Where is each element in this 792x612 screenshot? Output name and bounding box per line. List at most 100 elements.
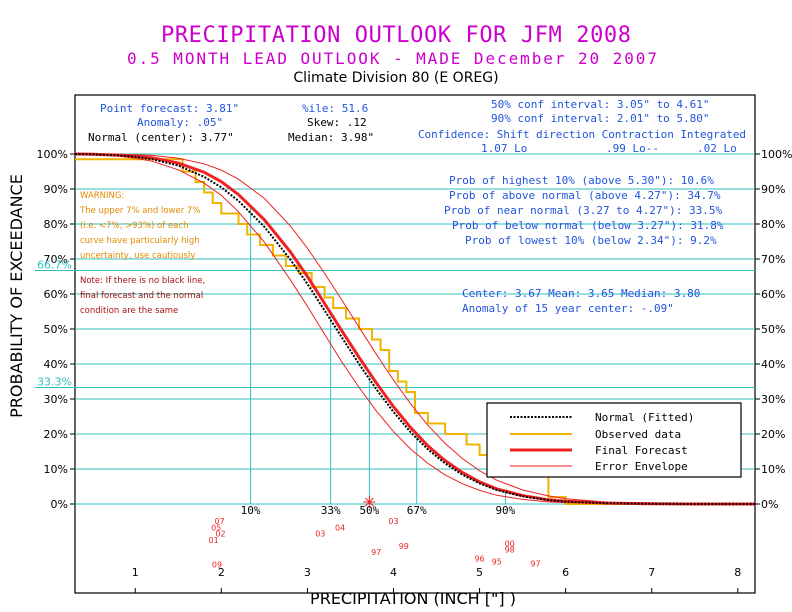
y-tick-label-right-30: 30% [761, 393, 785, 406]
contraction-value: .99 Lo-- [606, 142, 659, 155]
warning-line-4: uncertainty, use cautiously [80, 251, 195, 261]
prob-near: Prob of near normal (3.27 to 4.27"): 33.… [444, 204, 723, 217]
year-label-0: 07 [215, 517, 225, 526]
y-tick-label-right-80: 80% [761, 218, 785, 231]
x-tick-label-8: 8 [734, 566, 741, 579]
normal-fitted-line [74, 153, 755, 505]
y-tick-label-right-60: 60% [761, 288, 785, 301]
anomaly-line: Anomaly of 15 year center: -.09" [462, 302, 674, 315]
year-label-5: 04 [335, 523, 345, 532]
percentile-label-10%: 10% [241, 504, 261, 517]
y-tick-label-right-70: 70% [761, 253, 785, 266]
conf-50: 50% conf interval: 3.05" to 4.61" [491, 98, 710, 111]
y-tick-label-right-0: 0% [761, 498, 778, 511]
legend-label-observed: Observed data [595, 428, 681, 441]
y-tick-label-right-10: 10% [761, 463, 785, 476]
point-forecast: Point forecast: 3.81" [100, 102, 239, 115]
y-tick-label-right-100: 100% [761, 148, 792, 161]
conf-90: 90% conf interval: 2.01" to 5.80" [491, 112, 710, 125]
x-tick-label-6: 6 [562, 566, 569, 579]
percentile-label-67%: 67% [407, 504, 427, 517]
y-extra-label-66.7: 66.7% [37, 259, 72, 272]
y-tick-label-right-40: 40% [761, 358, 785, 371]
legend-label-forecast: Final Forecast [595, 444, 688, 457]
year-label-1: 05 [211, 523, 221, 532]
warning-line-3: curve have particularly high [80, 236, 200, 246]
prob-lowest: Prob of lowest 10% (below 2.34"): 9.2% [465, 234, 717, 247]
prob-below: Prob of below normal (below 3.27"): 31.8… [452, 219, 724, 232]
y-tick-label-left-70: 70% [44, 253, 68, 266]
x-tick-label-5: 5 [476, 566, 483, 579]
zile-value: %ile: 51.6 [302, 102, 368, 115]
percentile-label-50%: 50% [359, 504, 379, 517]
year-label-11: 95 [492, 558, 502, 567]
anomaly-value: Anomaly: .05" [137, 116, 223, 129]
confidence-header: Confidence: Shift direction Contraction … [418, 128, 746, 141]
year-label-8: 99 [399, 542, 409, 551]
warning-line-0: WARNING: [80, 191, 124, 201]
chart-subtitle: 0.5 MONTH LEAD OUTLOOK - MADE December 2… [127, 49, 657, 68]
stats-left: Point forecast: 3.81" Anomaly: .05" Norm… [88, 102, 374, 144]
year-label-12: 00 [505, 540, 515, 549]
y-tick-label-left-30: 30% [44, 393, 68, 406]
year-label-13: 98 [505, 546, 515, 555]
y-tick-label-left-10: 10% [44, 463, 68, 476]
y-extra-label-33.3: 33.3% [37, 375, 72, 388]
year-label-3: 01 [208, 536, 218, 545]
note-line-0: Note: If there is no black line, [80, 276, 205, 286]
y-axis-label: PROBABILITY OF EXCEEDANCE [7, 174, 26, 418]
y-tick-label-left-60: 60% [44, 288, 68, 301]
chart-title: PRECIPITATION OUTLOOK FOR JFM 2008 [161, 23, 631, 48]
stats-right: 50% conf interval: 3.05" to 4.61" 90% co… [418, 98, 746, 155]
legend-label-envelope: Error Envelope [595, 460, 688, 473]
y-tick-label-left-40: 40% [44, 358, 68, 371]
x-tick-label-3: 3 [304, 566, 311, 579]
prob-highest: Prob of highest 10% (above 5.30"): 10.6% [449, 174, 714, 187]
year-label-10: 96 [474, 554, 484, 563]
probability-block: Prob of highest 10% (above 5.30"): 10.6%… [444, 174, 724, 315]
y-tick-label-left-90: 90% [44, 183, 68, 196]
y-tick-label-left-0: 0% [51, 498, 68, 511]
warning-block: WARNING: The upper 7% and lower 7% (i.e.… [79, 191, 205, 316]
legend-box [486, 402, 742, 478]
median-value: Median: 3.98" [288, 131, 374, 144]
division-title: Climate Division 80 (E OREG) [293, 70, 498, 86]
median-star-marker [363, 496, 376, 508]
skew-value: Skew: .12 [307, 116, 367, 129]
year-label-7: 03 [388, 517, 398, 526]
y-tick-label-left-50: 50% [44, 323, 68, 336]
prob-above: Prob of above normal (above 4.27"): 34.7… [449, 189, 721, 202]
x-tick-label-2: 2 [218, 566, 225, 579]
y-tick-label-right-50: 50% [761, 323, 785, 336]
x-tick-label-1: 1 [132, 566, 139, 579]
observed-data-line [75, 158, 755, 505]
x-tick-label-4: 4 [390, 566, 397, 579]
grid-layer: 0% 0% 10% 10% 20% 20% 30% 30% 40% 40% 50% 50% 60% 60%… [35, 148, 792, 593]
y-tick-label-left-100: 100% [37, 148, 68, 161]
center-line: Center: 3.67 Mean: 3.65 Median: 3.80 [462, 287, 700, 300]
note-line-2: condition are the same [80, 306, 178, 316]
year-label-2: 02 [215, 530, 225, 539]
year-label-9: 97 [371, 548, 381, 557]
y-tick-label-right-20: 20% [761, 428, 785, 441]
shift-direction: 1.07 Lo [481, 142, 527, 155]
note-line-1: final forecast and the normal [80, 291, 203, 301]
warning-line-1: The upper 7% and lower 7% [79, 206, 200, 216]
error-envelope-upper-line [75, 153, 755, 505]
normal-center: Normal (center): 3.77" [88, 131, 234, 144]
warning-line-2: (i.e. <7%, >93%) of each [80, 221, 188, 231]
year-label-14: 97 [530, 559, 540, 568]
plot-frame [74, 94, 756, 594]
percentile-label-90%: 90% [495, 504, 515, 517]
legend-label-normal: Normal (Fitted) [595, 411, 694, 424]
year-label-4: 09 [212, 561, 222, 570]
y-tick-label-left-20: 20% [44, 428, 68, 441]
integrated-value: .02 Lo [697, 142, 737, 155]
y-tick-label-left-80: 80% [44, 218, 68, 231]
x-axis-label: PRECIPITATION (INCH ["] ) [310, 589, 516, 608]
year-label-6: 03 [315, 530, 325, 539]
y-tick-label-right-90: 90% [761, 183, 785, 196]
